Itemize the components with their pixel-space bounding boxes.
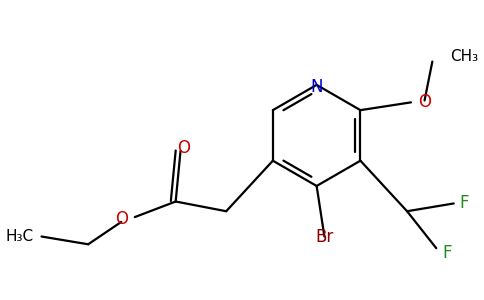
Text: O: O [115, 210, 128, 228]
Text: CH₃: CH₃ [450, 49, 478, 64]
Text: H₃C: H₃C [6, 229, 34, 244]
Text: Br: Br [315, 228, 333, 246]
Text: O: O [177, 139, 190, 157]
Text: N: N [310, 78, 323, 96]
Text: F: F [442, 244, 452, 262]
Text: F: F [460, 194, 469, 212]
Text: O: O [418, 93, 431, 111]
